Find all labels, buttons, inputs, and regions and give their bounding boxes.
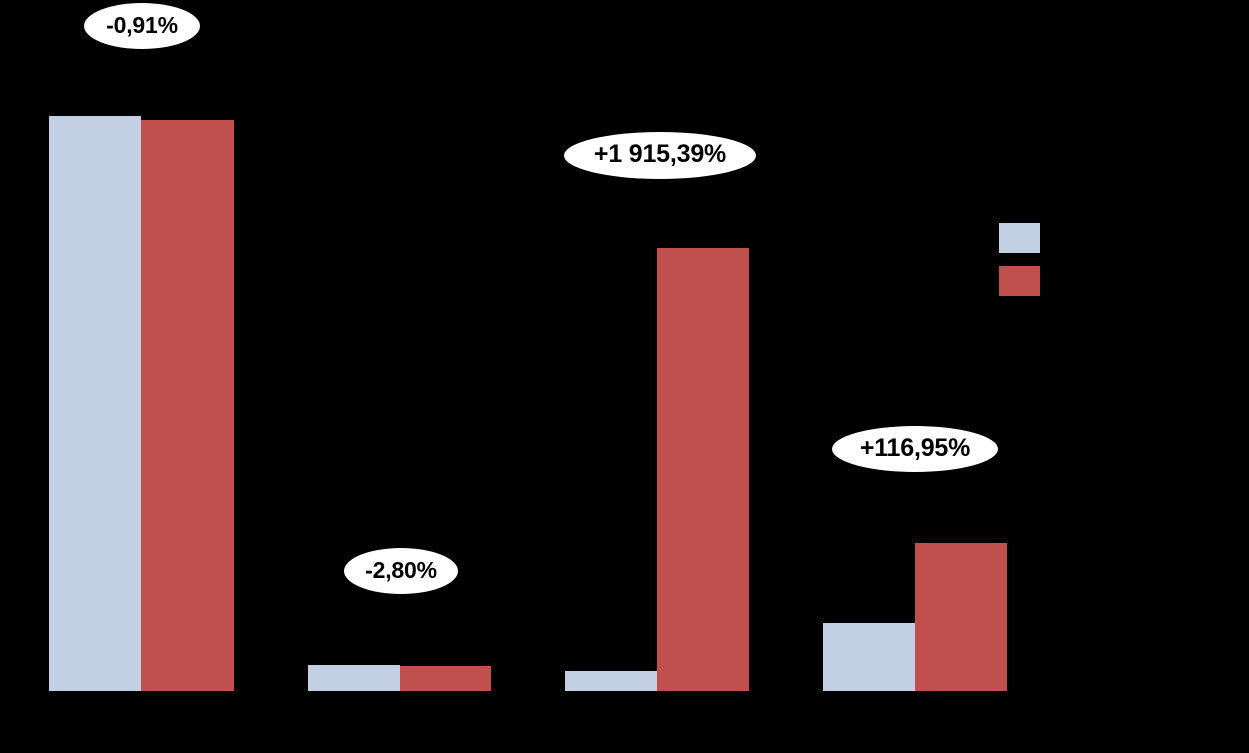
callout-group-2: -2,80%	[344, 548, 458, 594]
legend-item-series-a[interactable]	[999, 223, 1048, 253]
legend-item-series-b[interactable]	[999, 266, 1048, 296]
group-4-series-a	[823, 623, 915, 691]
legend-swatch-series-b	[999, 266, 1040, 296]
chart-legend	[999, 223, 1119, 303]
callout-group-2-label: -2,80%	[365, 556, 437, 583]
callout-group-3-label: +1 915,39%	[593, 140, 727, 168]
callout-group-1: -0,91%	[84, 3, 200, 49]
callout-group-1-label: -0,91%	[106, 11, 178, 38]
legend-swatch-series-a	[999, 223, 1040, 253]
group-3-series-b	[657, 248, 749, 691]
group-2-series-b	[400, 666, 491, 691]
group-1-series-a	[49, 116, 141, 691]
group-2-series-a	[308, 665, 400, 691]
group-4-series-b	[915, 543, 1007, 691]
group-3-series-a	[565, 671, 657, 691]
group-1-series-b	[141, 120, 234, 691]
callout-group-4: +116,95%	[832, 426, 998, 472]
callout-group-3: +1 915,39%	[564, 132, 756, 179]
callout-group-4-label: +116,95%	[859, 433, 971, 462]
